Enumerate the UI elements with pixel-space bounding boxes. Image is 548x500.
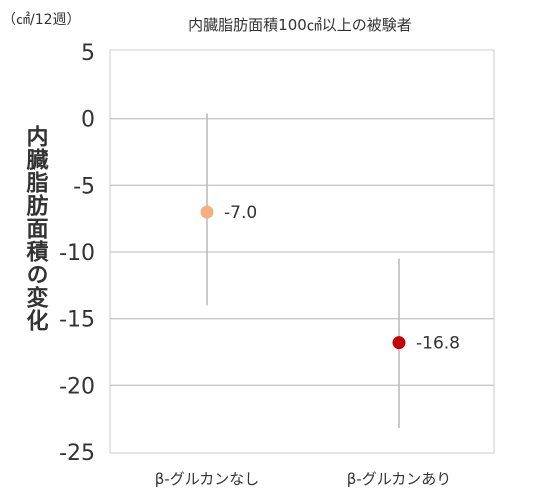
data-label: -16.8 (416, 334, 460, 354)
y-axis-label: 内臓脂肪面積の変化 (23, 125, 49, 332)
y-tick-label: -20 (59, 374, 95, 399)
y-tick-label: 5 (81, 41, 95, 66)
y-axis-ticks: 5 0 -5 -10 -15 -20 -25 (59, 41, 95, 466)
y-tick-label: 0 (81, 108, 95, 133)
y-tick-label: -5 (73, 174, 95, 199)
y-tick-label: -10 (59, 241, 95, 266)
x-axis-categories: β-グルカンなし β-グルカンあり (155, 470, 452, 488)
data-point (200, 205, 214, 219)
y-tick-label: -25 (59, 441, 95, 466)
x-category-label: β-グルカンあり (347, 470, 452, 488)
grid-lines (110, 118, 494, 386)
data-label: -7.0 (224, 203, 257, 223)
data-point (392, 336, 406, 350)
y-tick-label: -15 (59, 308, 95, 333)
x-category-label: β-グルカンなし (155, 470, 260, 488)
data-marks: -7.0 -16.8 (200, 113, 460, 428)
chart-title: 内臓脂肪面積100㎠以上の被験者 (188, 16, 412, 34)
unit-label: （㎠/12週） (2, 12, 81, 28)
